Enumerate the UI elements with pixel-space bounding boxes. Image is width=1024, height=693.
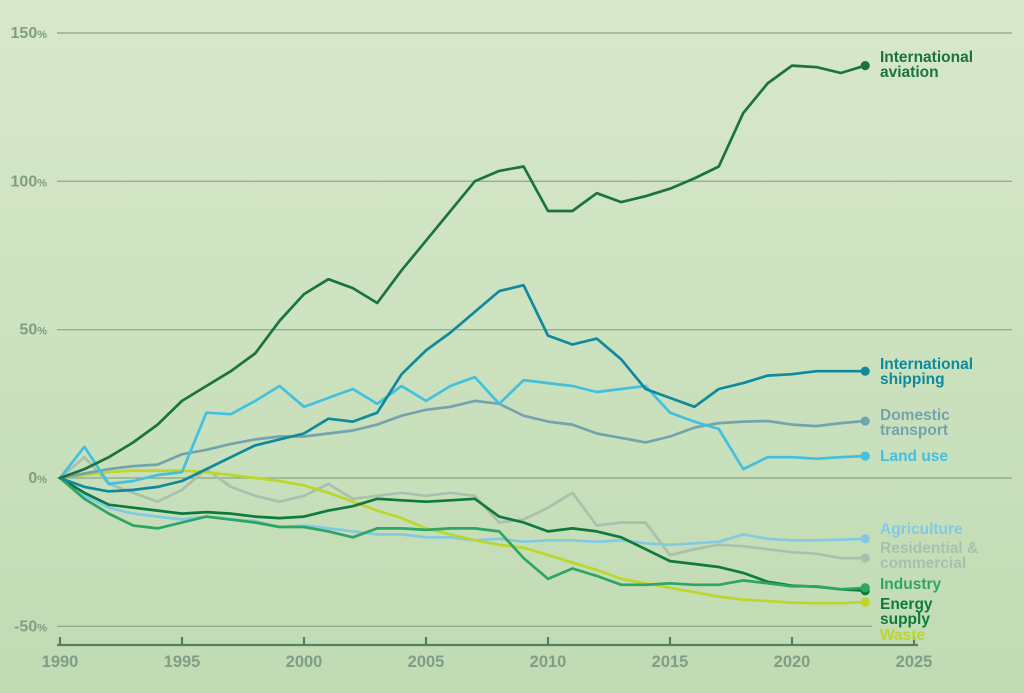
series-line-international-shipping [58, 283, 867, 493]
x-axis-label-2020: 2020 [774, 653, 811, 671]
y-axis-label-0: 0% [28, 470, 47, 487]
x-axis-label-1995: 1995 [164, 653, 201, 671]
series-line-industry [58, 476, 867, 591]
y-axis-label-150: 150% [11, 25, 48, 42]
x-axis-label-2005: 2005 [408, 653, 445, 671]
x-axis-label-2015: 2015 [652, 653, 689, 671]
series-endpoint-dot-residential-commercial [860, 553, 870, 563]
y-axis-label--50: -50% [14, 618, 47, 635]
series-label-domestic-transport: Domestic transport [880, 407, 950, 439]
x-axis-label-2025: 2025 [896, 653, 933, 671]
series-line-energy-supply [58, 476, 867, 593]
series-label-international-shipping: International shipping [880, 356, 973, 388]
series-line-agriculture [58, 476, 867, 547]
series-line-land-use [58, 375, 867, 486]
series-domestic-transport: Domestic transport [58, 399, 950, 480]
y-axis-label-100: 100% [11, 173, 48, 190]
series-international-aviation: International aviation [58, 49, 973, 480]
series-label-international-aviation: International aviation [880, 49, 973, 81]
series-land-use: Land use [58, 375, 948, 486]
series-industry: Industry [58, 476, 942, 593]
series-endpoint-dot-international-aviation [860, 61, 870, 71]
series-endpoint-dot-waste [860, 597, 870, 607]
series-waste: Waste [58, 469, 925, 644]
series-line-waste [58, 469, 867, 605]
series-line-domestic-transport [58, 399, 867, 480]
series-endpoint-dot-international-shipping [860, 366, 870, 376]
series-international-shipping: International shipping [58, 283, 973, 493]
series-label-industry: Industry [880, 576, 942, 593]
series-label-waste: Waste [880, 627, 925, 644]
series-line-residential-commercial [58, 455, 867, 560]
x-axis-label-1990: 1990 [42, 653, 79, 671]
series-label-land-use: Land use [880, 448, 948, 465]
series-endpoint-dot-agriculture [860, 534, 870, 544]
series-residential-commercial: Residential & commercial [58, 455, 978, 572]
series-endpoint-dot-industry [860, 583, 870, 593]
series-endpoint-dot-land-use [860, 451, 870, 461]
series-line-international-aviation [58, 64, 867, 480]
y-axis-label-50: 50% [19, 322, 47, 339]
series-endpoint-dot-domestic-transport [860, 416, 870, 426]
x-axis-label-2000: 2000 [286, 653, 323, 671]
series-agriculture: Agriculture [58, 476, 963, 547]
series-label-agriculture: Agriculture [880, 521, 963, 538]
series-label-energy-supply: Energy supply [880, 596, 933, 628]
x-axis-label-2010: 2010 [530, 653, 567, 671]
series-label-residential-commercial: Residential & commercial [880, 540, 978, 572]
